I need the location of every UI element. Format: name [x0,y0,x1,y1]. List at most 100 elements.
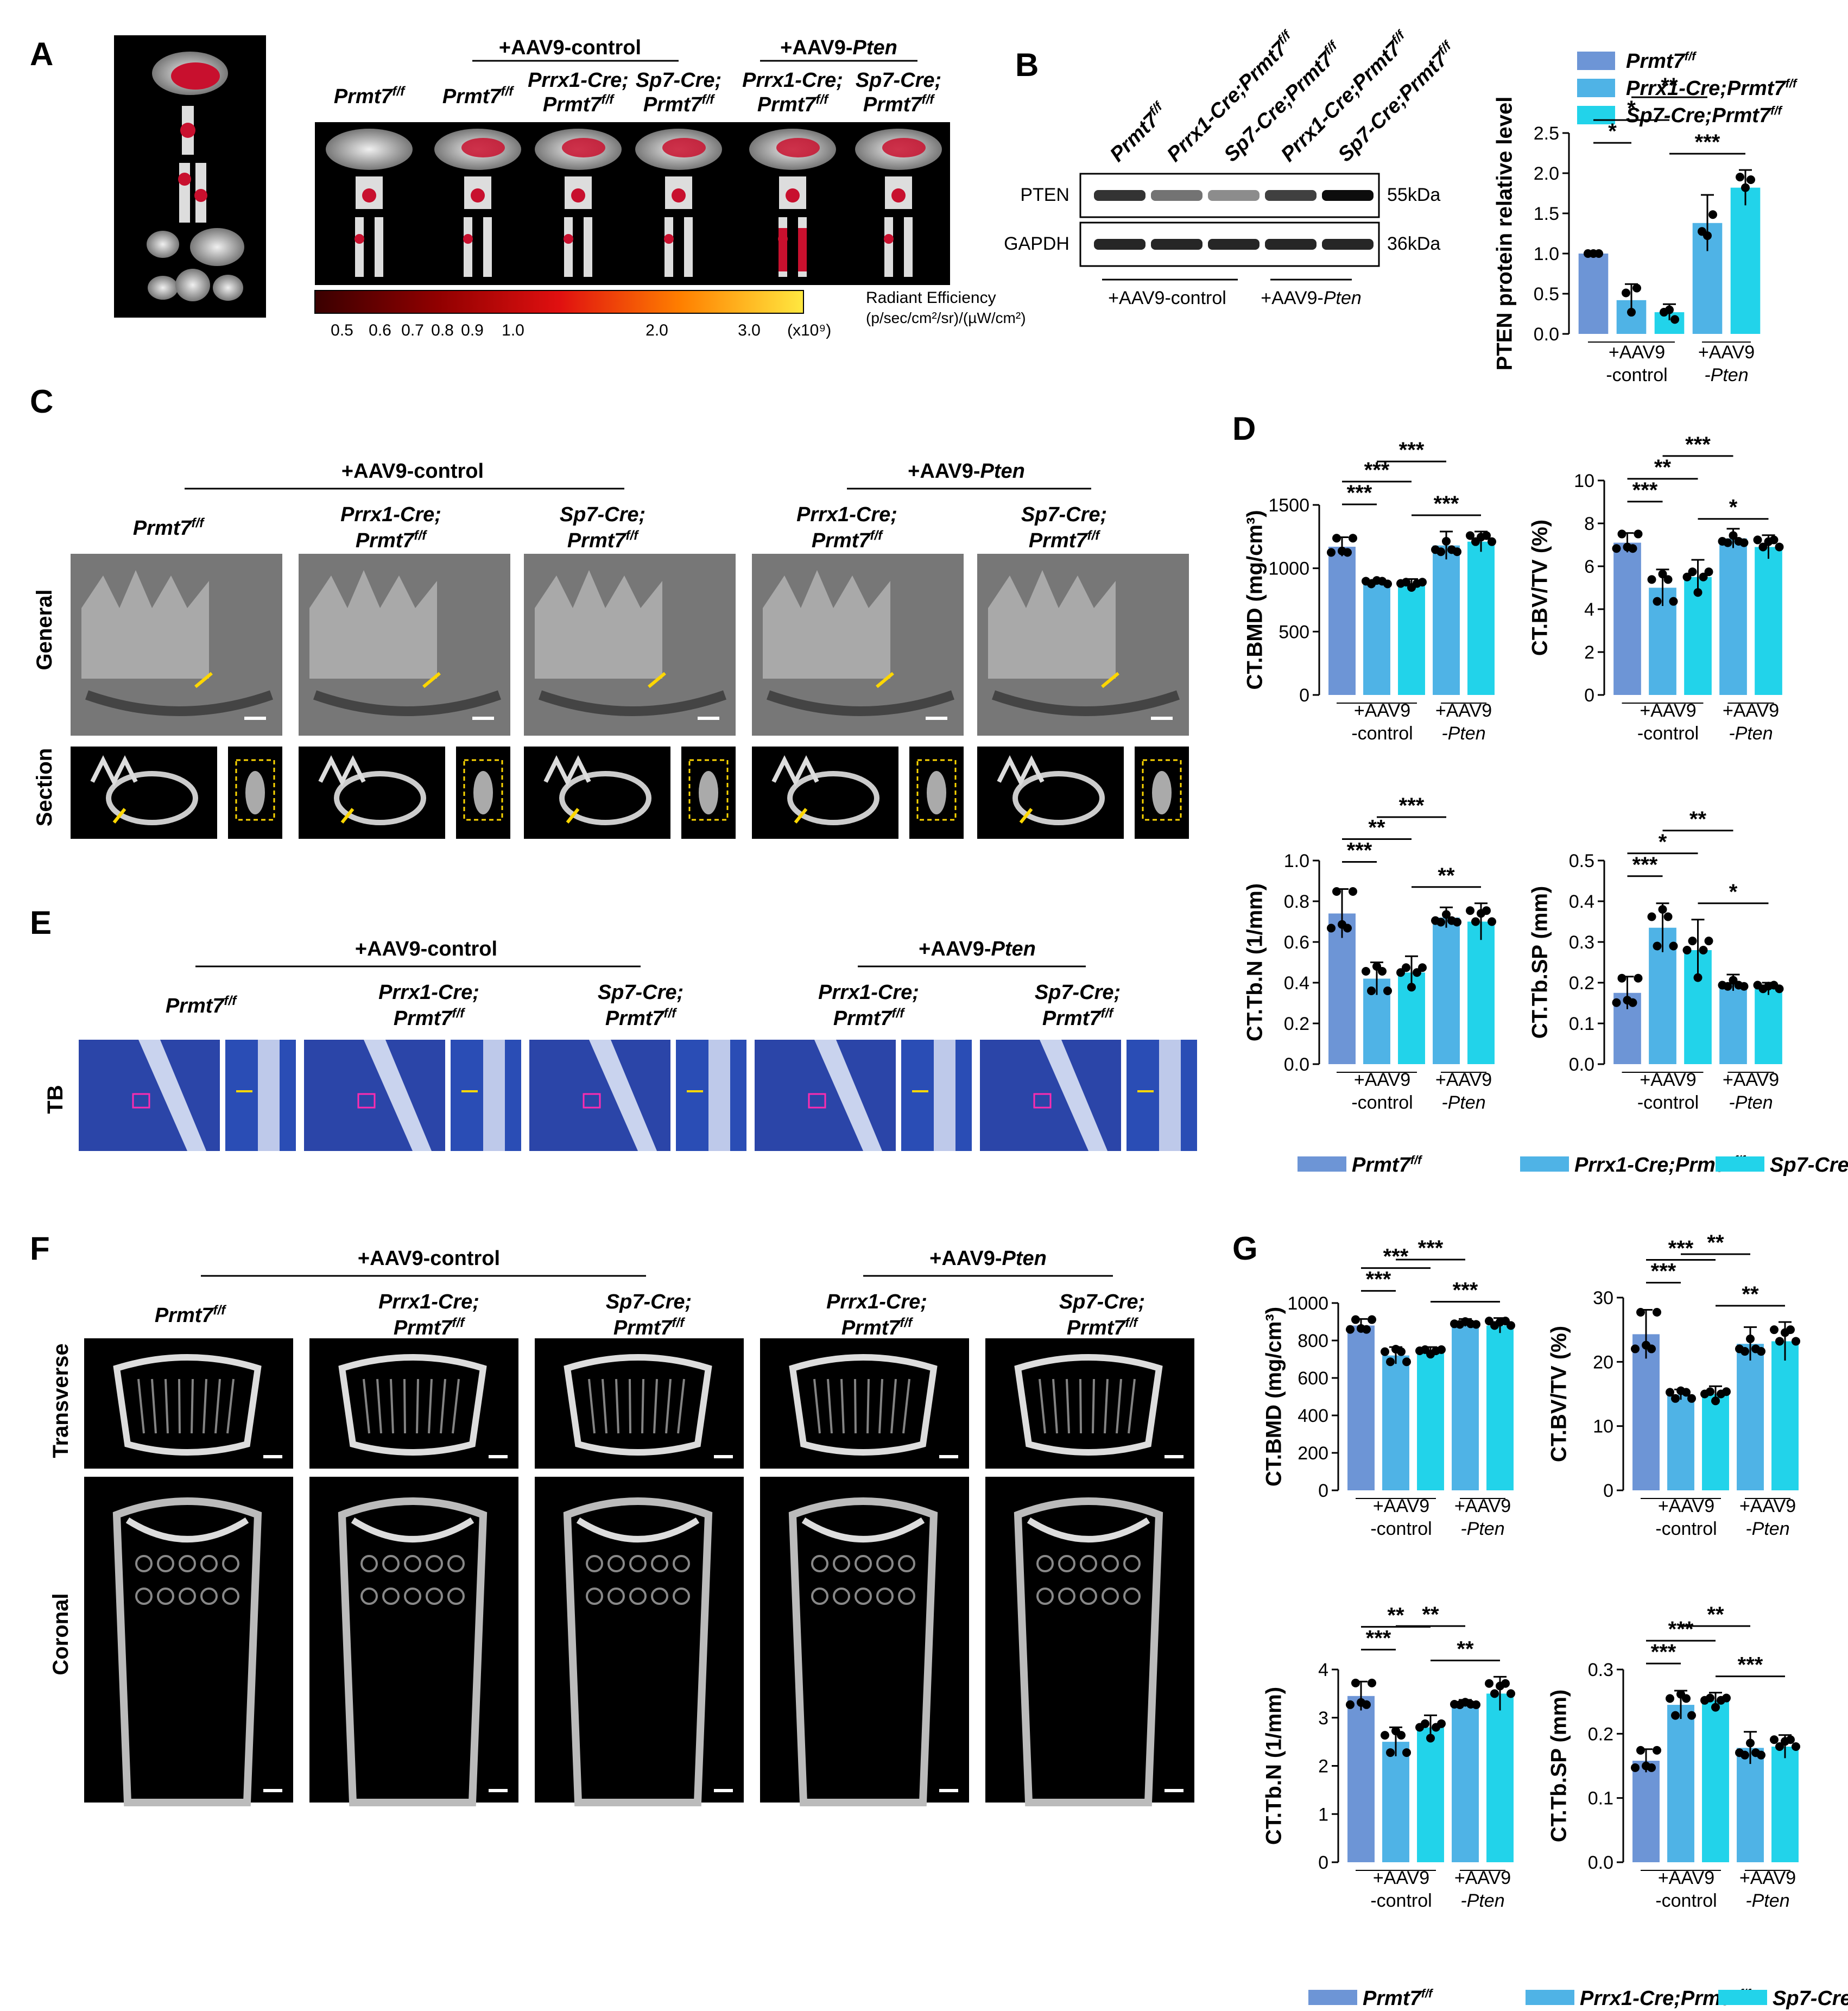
group-label: +AAV9 [1658,1868,1714,1888]
y-tick-label: 0 [1318,1481,1328,1501]
legend-label: Prrx1-Cre;Prmt7f/f [1580,1987,1752,2010]
data-point [1436,918,1445,927]
group-label: -Pten [1745,1519,1789,1539]
panel-label-f: F [30,1230,50,1267]
legend-label: Prmt7f/f [1363,1987,1434,2010]
y-tick-label: 30 [1593,1288,1613,1308]
arrow-icon [794,808,808,824]
group-label: +AAV9 [1435,700,1492,721]
significance-label: * [1729,880,1738,904]
column-label: Prmt7f/f [1042,1006,1114,1030]
data-point [1753,535,1762,545]
arrow-icon [1101,672,1119,688]
y-tick-label: 0 [1584,685,1594,706]
data-point [1362,967,1370,976]
data-point [1669,941,1678,951]
y-tick-label: 20 [1593,1352,1613,1373]
bar [1702,1394,1729,1490]
a-treatment-control: +AAV9-control [499,36,641,59]
bar [1486,1325,1514,1490]
data-point [1665,305,1674,314]
e-treatment-control: +AAV9-control [355,938,497,960]
colorbar-tick: 0.5 [331,321,353,339]
panel-label-b: B [1015,47,1039,83]
y-tick-label: 1.5 [1534,204,1559,224]
colorbar-tick: 3.0 [738,321,761,339]
group-label: +AAV9 [1354,700,1410,721]
y-axis-label: CT.BMD (mg/cm³) [1243,510,1267,690]
data-point [1507,1321,1515,1330]
data-point [1437,1719,1446,1728]
data-point [1488,917,1496,926]
data-point [1485,1679,1493,1688]
data-point [1669,597,1678,606]
group-label: +AAV9 [1354,1070,1410,1090]
data-point [1397,1731,1406,1740]
data-point [1699,946,1708,954]
legend-swatch [1577,79,1615,97]
band-label-pten: PTEN [1020,185,1069,205]
c-row-general: General [33,590,56,671]
legend-label: Prmt7f/f [1626,49,1697,73]
group-label: -control [1655,1519,1717,1539]
column-label: Prrx1-Cre; [378,981,479,1004]
legend-swatch [1716,1156,1764,1172]
significance-label: ** [1387,1603,1404,1627]
data-point [1402,1357,1411,1367]
data-point [1349,887,1357,896]
legend-label: Prmt7f/f [1352,1153,1423,1177]
column-label: Sp7-Cre; [606,1291,692,1313]
data-point [1634,529,1643,539]
chart-B_pten: 0.0 0.5 1.0 1.5 2.0 2.5 PTEN protein relative … [1492,74,1761,385]
y-tick-label: 2 [1584,642,1594,663]
arrow-icon [194,672,213,688]
e-row-tb: TB [43,1085,67,1114]
c-treatment-control: +AAV9-control [341,460,484,483]
data-point [1658,570,1667,579]
pten-band [1322,190,1374,201]
panel-b-blot: Prmt7f/fPrrx1-Cre;Prmt7f/fSp7-Cre;Prmt7f… [1004,27,1455,308]
colorbar-exponent: (x10⁹) [787,321,831,339]
data-point [1351,1678,1360,1687]
y-tick-label: 0.3 [1569,932,1594,953]
column-label: Sp7-Cre; [560,503,645,526]
svg-text:Prmt7f/f: Prmt7f/f [334,84,406,108]
legend-g: Prmt7f/f Prrx1-Cre;Prmt7f/f Sp7-Cre;Prmt7f… [1308,1987,1848,2010]
bar [1632,1334,1660,1490]
column-label: Prrx1-Cre; [818,981,919,1004]
f-row-coronal: Coronal [49,1593,73,1675]
data-point [1711,1703,1720,1712]
significance-label: *** [1383,1245,1409,1269]
legend-label: Sp7-Cre;Prmt7f/f [1773,1987,1848,2010]
y-tick-label: 0.0 [1534,324,1559,345]
data-point [1472,1700,1480,1709]
y-axis-label: CT.Tb.N (1/mm) [1243,883,1267,1041]
data-point [1488,537,1496,546]
data-point [1688,567,1697,577]
data-point [1634,973,1643,983]
bar [1452,1323,1479,1490]
data-point [1466,531,1474,540]
band-kda-pten: 55kDa [1387,185,1440,205]
column-label: Prmt7f/f [155,1303,226,1327]
y-tick-label: 200 [1298,1443,1328,1464]
significance-label: ** [1422,1603,1439,1627]
legend-label: Sp7-Cre;Prmt7f/f [1626,104,1783,127]
data-point [1758,542,1768,552]
y-tick-label: 0.2 [1588,1724,1613,1744]
f-treatment-control: +AAV9-control [358,1247,500,1270]
pten-band [1208,190,1260,201]
legend-label: Prrx1-Cre;Prmt7f/f [1574,1153,1746,1177]
data-point [1346,1325,1355,1334]
data-point [1671,1711,1680,1720]
y-axis-label: PTEN protein relative level [1492,97,1516,371]
group-label: -Pten [1441,1092,1485,1113]
significance-label: *** [1434,492,1459,516]
data-point [1729,531,1738,540]
arrow-icon [876,672,894,688]
bar [1737,1748,1764,1862]
data-point [1362,1325,1371,1334]
significance-label: *** [1366,1626,1391,1650]
